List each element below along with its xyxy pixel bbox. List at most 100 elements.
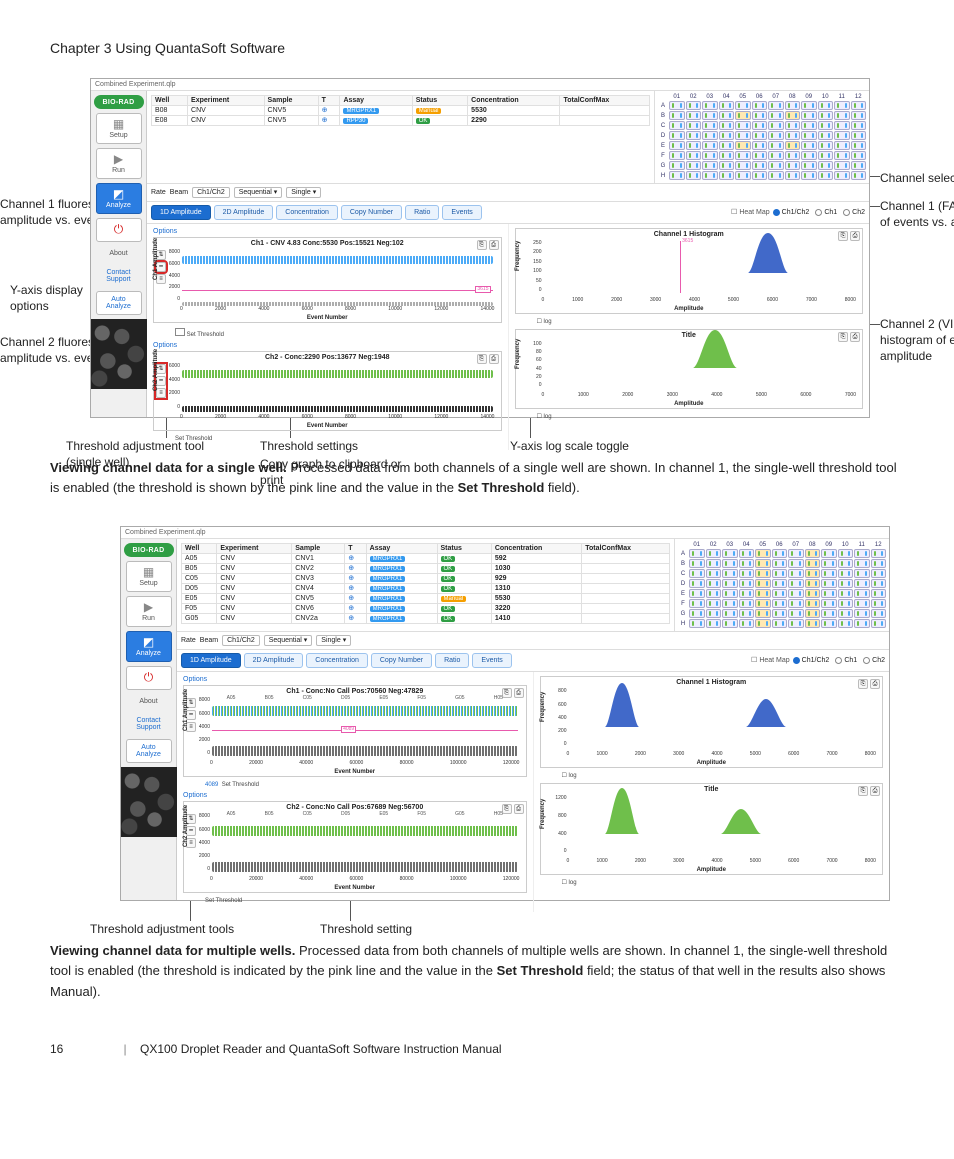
analyze-button[interactable]: ◩Analyze [126, 631, 172, 662]
well[interactable] [838, 579, 854, 588]
well[interactable] [788, 609, 804, 618]
well[interactable] [788, 579, 804, 588]
well[interactable] [871, 559, 887, 568]
well[interactable] [834, 171, 850, 180]
well[interactable] [768, 131, 784, 140]
well[interactable] [871, 569, 887, 578]
well[interactable] [854, 609, 870, 618]
well[interactable] [805, 619, 821, 628]
well[interactable] [871, 579, 887, 588]
well[interactable] [772, 569, 788, 578]
well[interactable] [752, 141, 768, 150]
well[interactable] [706, 559, 722, 568]
table-row[interactable]: E05CNVCNV5⊕MRGPRX1Manual5530 [182, 594, 670, 604]
well[interactable] [785, 141, 801, 150]
run-button[interactable]: ▶Run [126, 596, 172, 627]
table-row[interactable]: G05CNVCNV2a⊕MRGPRX1OK1410 [182, 614, 670, 624]
well[interactable] [851, 121, 867, 130]
heatmap-toggle[interactable]: ☐ Heat Map [751, 657, 790, 664]
well[interactable] [838, 609, 854, 618]
well[interactable] [686, 111, 702, 120]
well[interactable] [739, 599, 755, 608]
well[interactable] [706, 579, 722, 588]
well[interactable] [801, 171, 817, 180]
well[interactable] [719, 151, 735, 160]
well[interactable] [818, 111, 834, 120]
well[interactable] [785, 121, 801, 130]
well[interactable] [818, 141, 834, 150]
well[interactable] [719, 171, 735, 180]
well[interactable] [686, 151, 702, 160]
run-button[interactable]: ▶Run [96, 148, 142, 179]
log-toggle-2[interactable]: ☐ log [515, 413, 864, 424]
well[interactable] [719, 111, 735, 120]
well[interactable] [821, 569, 837, 578]
well[interactable] [689, 619, 705, 628]
channel-selector[interactable]: Ch1/Ch2 Ch1 Ch2 [793, 657, 885, 664]
well[interactable] [871, 589, 887, 598]
setup-button[interactable]: ▦Setup [96, 113, 142, 144]
well[interactable] [689, 599, 705, 608]
well[interactable] [755, 559, 771, 568]
well[interactable] [851, 161, 867, 170]
well[interactable] [801, 161, 817, 170]
well[interactable] [805, 609, 821, 618]
well[interactable] [722, 609, 738, 618]
well[interactable] [772, 549, 788, 558]
well[interactable] [785, 171, 801, 180]
well[interactable] [686, 121, 702, 130]
well[interactable] [818, 131, 834, 140]
well[interactable] [722, 619, 738, 628]
options-link[interactable]: Options [153, 228, 502, 235]
log-toggle[interactable]: ☐ log [540, 772, 884, 783]
well[interactable] [834, 111, 850, 120]
well[interactable] [854, 559, 870, 568]
well[interactable] [689, 609, 705, 618]
well[interactable] [755, 619, 771, 628]
well[interactable] [834, 131, 850, 140]
well[interactable] [871, 609, 887, 618]
well[interactable] [706, 599, 722, 608]
well[interactable] [706, 589, 722, 598]
tab-1d-amplitude[interactable]: 1D Amplitude [151, 205, 211, 220]
well[interactable] [821, 599, 837, 608]
well[interactable] [785, 101, 801, 110]
well[interactable] [706, 549, 722, 558]
well[interactable] [686, 101, 702, 110]
channel-dropdown[interactable]: Ch1/Ch2 [222, 635, 260, 646]
well[interactable] [735, 141, 751, 150]
tab-1d-amplitude[interactable]: 1D Amplitude [181, 653, 241, 668]
well[interactable] [871, 599, 887, 608]
well[interactable] [788, 599, 804, 608]
log-toggle[interactable]: ☐ log [515, 318, 864, 329]
well[interactable] [669, 151, 685, 160]
well[interactable] [755, 569, 771, 578]
well[interactable] [722, 569, 738, 578]
well[interactable] [838, 619, 854, 628]
well[interactable] [722, 559, 738, 568]
well[interactable] [768, 141, 784, 150]
well[interactable] [854, 579, 870, 588]
channel-dropdown[interactable]: Ch1/Ch2 [192, 187, 230, 198]
well[interactable] [801, 101, 817, 110]
well[interactable] [722, 589, 738, 598]
well[interactable] [821, 579, 837, 588]
about-link[interactable]: About [96, 246, 142, 261]
options-link-2[interactable]: Options [183, 792, 527, 799]
setup-button[interactable]: ▦Setup [126, 561, 172, 592]
well[interactable] [755, 579, 771, 588]
well[interactable] [805, 579, 821, 588]
well[interactable] [739, 589, 755, 598]
table-row[interactable]: A05CNVCNV1⊕MRGPRX1OK592 [182, 554, 670, 564]
well[interactable] [834, 121, 850, 130]
well[interactable] [752, 111, 768, 120]
well[interactable] [669, 121, 685, 130]
well[interactable] [818, 101, 834, 110]
well[interactable] [805, 569, 821, 578]
well[interactable] [871, 549, 887, 558]
well[interactable] [686, 131, 702, 140]
well[interactable] [755, 589, 771, 598]
tab-copy-number[interactable]: Copy Number [341, 205, 402, 220]
about-link[interactable]: About [126, 694, 172, 709]
well[interactable] [719, 131, 735, 140]
